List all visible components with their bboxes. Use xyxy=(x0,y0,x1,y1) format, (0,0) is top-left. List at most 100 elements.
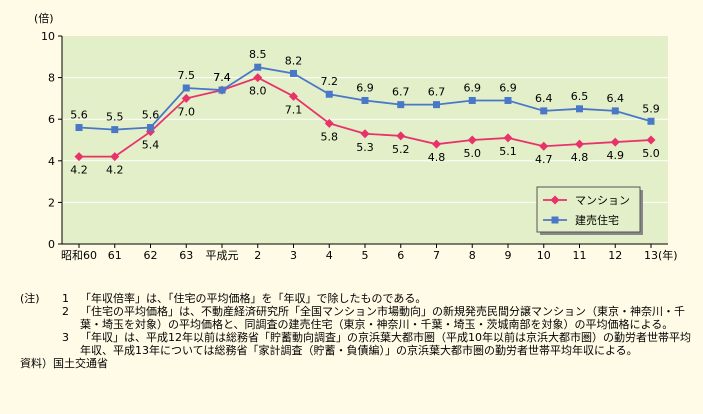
x-axis-ticks: 昭和60 61 62 63 平成元 2 3 4 5 6 7 8 9 10 11 12 13 xyxy=(61,244,658,262)
data-point xyxy=(433,101,440,109)
data-label: 5.0 xyxy=(464,147,482,160)
data-label: 5.1 xyxy=(499,145,517,158)
data-label: 4.2 xyxy=(70,164,88,177)
data-point xyxy=(467,135,477,145)
data-point xyxy=(290,69,297,77)
data-label: 4.9 xyxy=(607,149,625,162)
x-tick-label: 平成元 xyxy=(206,249,239,262)
data-point xyxy=(396,131,406,141)
data-point xyxy=(324,118,334,128)
note-number: 3 xyxy=(62,331,69,344)
x-tick-label: 61 xyxy=(108,249,122,262)
y-tick-label: 2 xyxy=(48,196,55,209)
x-tick-label: 8 xyxy=(469,249,476,262)
data-point xyxy=(647,117,655,125)
legend-label: 建売住宅 xyxy=(575,213,619,227)
data-point xyxy=(182,84,190,92)
data-point xyxy=(289,91,298,101)
note-number: 2 xyxy=(62,305,69,318)
data-point xyxy=(146,127,155,137)
data-label: 5.9 xyxy=(642,102,660,115)
data-point xyxy=(254,63,262,71)
data-label: 4.7 xyxy=(535,153,553,166)
note-text: 「年収」は、平成12年以前は総務省「貯蓄動向調査」の京浜葉大都市圏（平成10年以… xyxy=(80,331,691,357)
data-point xyxy=(111,126,119,134)
note-text: 「年収倍率」は、「住宅の平均価格」を「年収」で除したものである。 xyxy=(80,292,427,305)
legend-marker xyxy=(551,216,559,224)
data-point xyxy=(611,107,619,115)
data-label: 8.5 xyxy=(249,48,267,61)
data-label: 6.9 xyxy=(356,81,374,94)
data-label: 7.0 xyxy=(178,105,196,118)
x-tick-label: 11 xyxy=(573,249,587,262)
data-label: 6.4 xyxy=(607,92,625,105)
x-tick-label: 6 xyxy=(397,249,404,262)
data-label: 6.5 xyxy=(571,90,589,103)
data-label: 6.9 xyxy=(499,81,517,94)
data-label: 8.2 xyxy=(285,54,303,67)
data-label: 5.4 xyxy=(142,139,160,152)
x-tick-label: 3 xyxy=(290,249,297,262)
data-label: 6.7 xyxy=(428,86,446,99)
data-point xyxy=(503,133,513,143)
x-tick-label: 4 xyxy=(326,249,333,262)
legend-marker xyxy=(550,195,560,205)
data-label: 5.5 xyxy=(106,111,124,124)
data-point xyxy=(646,135,656,145)
x-tick-label: 7 xyxy=(433,249,440,262)
x-axis-unit: (年) xyxy=(658,248,678,262)
data-label: 7.1 xyxy=(285,103,303,116)
x-tick-label: 63 xyxy=(179,249,193,262)
x-tick-label: 62 xyxy=(144,249,158,262)
data-label: 6.9 xyxy=(464,81,482,94)
data-label: 6.4 xyxy=(535,92,553,105)
data-point xyxy=(539,141,549,151)
legend-label: マンション xyxy=(575,194,630,207)
x-tick-label: 12 xyxy=(608,249,622,262)
data-point xyxy=(253,73,263,83)
data-label: 7.4 xyxy=(213,71,231,84)
data-point xyxy=(110,152,120,162)
notes-section: (注) 1 「年収倍率」は、「住宅の平均価格」を「年収」で除したものである。 2… xyxy=(20,292,700,370)
data-label: 5.8 xyxy=(321,130,339,143)
y-tick-label: 10 xyxy=(41,30,55,43)
legend-box xyxy=(536,186,641,233)
note-item-1: (注) 1 「年収倍率」は、「住宅の平均価格」を「年収」で除したものである。 xyxy=(20,292,700,305)
note-text: 「住宅の平均価格」は、不動産経済研究所「全国マンション市場動向」の新規発売民間分… xyxy=(80,305,685,331)
data-label: 5.6 xyxy=(142,109,160,122)
data-point xyxy=(74,152,84,162)
data-point xyxy=(325,90,333,98)
data-point xyxy=(361,96,369,104)
data-point xyxy=(540,107,548,115)
source-line: 資料）国土交通省 xyxy=(20,357,700,370)
data-label: 5.2 xyxy=(392,143,410,156)
data-point xyxy=(147,124,154,132)
data-point xyxy=(397,101,405,109)
data-label: 7.2 xyxy=(321,75,339,88)
note-number: 1 xyxy=(62,292,69,305)
data-label: 5.3 xyxy=(356,141,374,154)
y-tick-label: 6 xyxy=(48,113,55,126)
x-tick-label: 2 xyxy=(254,249,261,262)
y-tick-label: 4 xyxy=(48,155,55,168)
x-tick-label: 10 xyxy=(537,249,551,262)
data-point xyxy=(75,124,83,132)
x-tick-label: 5 xyxy=(362,249,369,262)
data-point xyxy=(218,86,226,94)
data-label: 7.4 xyxy=(213,71,231,84)
note-item-3: 3 「年収」は、平成12年以前は総務省「貯蓄動向調査」の京浜葉大都市圏（平成10… xyxy=(20,331,700,357)
data-label: 8.0 xyxy=(249,85,267,98)
x-tick-label: 13 xyxy=(644,249,658,262)
data-label: 5.6 xyxy=(70,109,88,122)
data-point xyxy=(468,96,476,104)
note-item-2: 2 「住宅の平均価格」は、不動産経済研究所「全国マンション市場動向」の新規発売民… xyxy=(20,305,700,331)
source-text: 資料）国土交通省 xyxy=(20,357,108,370)
data-label: 5.0 xyxy=(642,147,660,160)
y-axis-ticks: 0 2 4 6 8 10 xyxy=(41,30,62,251)
y-tick-label: 0 xyxy=(48,238,55,251)
data-point xyxy=(181,93,191,103)
data-point xyxy=(360,129,370,139)
y-tick-label: 8 xyxy=(48,72,55,85)
data-point xyxy=(432,139,441,149)
y-axis-label: (倍) xyxy=(34,11,54,25)
